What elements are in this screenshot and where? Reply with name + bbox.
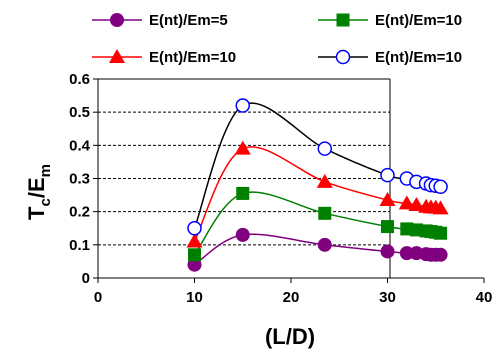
series-1-point-9 bbox=[434, 226, 448, 240]
y-tick-label-5: 0.5 bbox=[69, 104, 90, 121]
x-tick-label-3: 30 bbox=[379, 289, 396, 306]
series-0-point-3 bbox=[380, 244, 395, 259]
series-2-point-0 bbox=[186, 233, 203, 248]
series-0-point-9 bbox=[433, 247, 448, 262]
legend-label-3: E(nt)/Em=10 bbox=[375, 49, 462, 66]
y-axis-label-sub-c: c bbox=[37, 198, 54, 206]
series-3-point-3 bbox=[380, 167, 395, 183]
legend-item-2: E(nt)/Em=10 bbox=[92, 49, 236, 66]
legend-marker-0 bbox=[110, 13, 124, 27]
y-tick-label-3: 0.3 bbox=[69, 171, 90, 188]
y-axis-label-slash: /E bbox=[24, 177, 49, 198]
series-2-point-2 bbox=[316, 173, 333, 188]
x-tick-label-2: 20 bbox=[283, 289, 300, 306]
y-tick-label-2: 0.2 bbox=[69, 204, 90, 221]
legend-item-3: E(nt)/Em=10 bbox=[318, 49, 462, 66]
y-axis-label-main: T bbox=[24, 206, 49, 220]
series-1 bbox=[188, 186, 448, 262]
series-1-point-1 bbox=[236, 186, 250, 200]
y-tick-label-0: 0 bbox=[82, 270, 90, 287]
series-1-point-0 bbox=[188, 248, 201, 262]
series-3 bbox=[187, 98, 448, 236]
series-0 bbox=[187, 227, 448, 272]
series-3-line bbox=[193, 102, 441, 229]
series-3-point-0 bbox=[187, 221, 202, 236]
legend-item-1: E(nt)/Em=10 bbox=[318, 12, 462, 29]
y-tick-label-4: 0.4 bbox=[69, 137, 91, 154]
series-2-point-9 bbox=[432, 200, 449, 215]
legend: E(nt)/Em=5 E(nt)/Em=10 E(nt)/Em=10 E(nt)/Em… bbox=[92, 12, 462, 66]
y-axis-label-sub-m: m bbox=[37, 164, 54, 177]
x-tick-label-4: 40 bbox=[476, 289, 493, 306]
y-tick-label-6: 0.6 bbox=[69, 71, 90, 88]
x-axis-label: (L/D) bbox=[265, 324, 315, 349]
series-1-point-2 bbox=[318, 206, 332, 220]
series-0-point-2 bbox=[317, 237, 332, 252]
legend-marker-2 bbox=[109, 49, 125, 63]
series-2-point-5 bbox=[408, 197, 425, 212]
series-2 bbox=[186, 140, 449, 248]
legend-label-2: E(nt)/Em=10 bbox=[149, 49, 236, 66]
series-0-point-4 bbox=[399, 246, 414, 261]
y-tick-label-1: 0.1 bbox=[69, 237, 90, 254]
tick-labels: 0 10 20 30 40 0 0.1 0.2 0.3 0.4 0.5 0.6 bbox=[69, 71, 492, 306]
series-3-point-9 bbox=[433, 179, 448, 195]
x-tick-label-1: 10 bbox=[186, 289, 203, 306]
axes bbox=[93, 78, 485, 283]
x-tick-label-0: 0 bbox=[94, 289, 102, 306]
series-2-point-1 bbox=[234, 140, 251, 155]
legend-marker-1 bbox=[336, 13, 350, 27]
legend-label-1: E(nt)/Em=10 bbox=[375, 12, 462, 29]
series-2-point-3 bbox=[379, 192, 396, 207]
grid bbox=[98, 111, 390, 246]
series-2-point-4 bbox=[398, 195, 415, 210]
legend-item-0: E(nt)/Em=5 bbox=[92, 12, 228, 29]
series-1-point-3 bbox=[381, 220, 394, 234]
series-3-point-2 bbox=[317, 141, 333, 156]
legend-marker-3 bbox=[335, 49, 351, 65]
series-3-point-1 bbox=[235, 98, 250, 113]
series-layer bbox=[186, 98, 449, 272]
series-0-point-1 bbox=[235, 227, 250, 242]
legend-label-0: E(nt)/Em=5 bbox=[149, 12, 228, 29]
y-axis-label: Tc/Em bbox=[24, 164, 54, 220]
